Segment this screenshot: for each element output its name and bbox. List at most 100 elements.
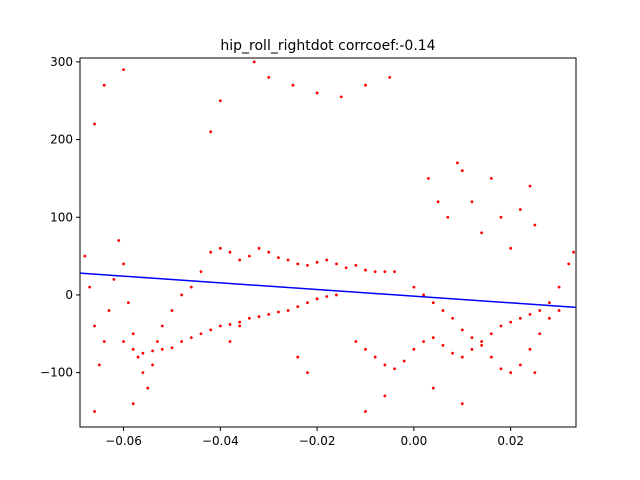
scatter-point — [257, 246, 261, 250]
scatter-point — [480, 344, 484, 347]
scatter-point — [567, 262, 571, 266]
scatter-point — [325, 295, 329, 298]
scatter-point — [431, 301, 435, 305]
scatter-point — [296, 355, 300, 359]
scatter-point — [480, 340, 484, 343]
scatter-point — [470, 336, 474, 340]
scatter-point — [547, 316, 551, 320]
scatter-point — [460, 402, 464, 406]
scatter-point — [572, 250, 575, 254]
x-tick-label: 0.00 — [401, 434, 428, 448]
scatter-point — [528, 347, 532, 351]
scatter-point — [470, 347, 474, 351]
scatter-point — [499, 324, 503, 328]
scatter-point — [480, 231, 484, 235]
scatter-point — [93, 410, 96, 413]
scatter-point — [218, 99, 222, 103]
scatter-point — [446, 215, 450, 219]
scatter-point — [180, 340, 184, 343]
scatter-point — [131, 402, 135, 406]
y-tick-label: −100 — [40, 366, 73, 380]
scatter-point — [277, 256, 280, 260]
y-tick-label: 100 — [50, 210, 73, 224]
scatter-point — [383, 270, 387, 274]
scatter-point — [509, 320, 513, 324]
scatter-point — [112, 278, 116, 281]
scatter-point — [383, 363, 387, 367]
scatter-point — [422, 340, 425, 343]
fit-line-layer — [80, 272, 576, 309]
scatter-point — [499, 215, 503, 219]
scatter-point — [131, 347, 135, 351]
scatter-point — [364, 347, 367, 351]
scatter-point — [383, 394, 387, 398]
scatter-point — [160, 347, 164, 351]
scatter-point — [431, 386, 435, 390]
scatter-point — [315, 91, 319, 95]
scatter-point — [489, 332, 493, 336]
scatter-point — [451, 351, 454, 355]
x-axis: −0.06 −0.04 −0.02 0.00 0.02 — [105, 427, 524, 448]
scatter-point — [354, 264, 358, 267]
scatter-point — [451, 316, 454, 320]
scatter-point — [83, 254, 87, 258]
scatter-point — [518, 208, 522, 211]
scatter-point — [518, 316, 522, 320]
scatter-point — [267, 250, 271, 254]
scatter-point — [102, 83, 106, 87]
scatter-point — [189, 285, 193, 289]
scatter-point — [364, 268, 367, 272]
scatter-point — [431, 336, 435, 340]
scatter-point — [393, 270, 396, 274]
scatter-point — [460, 328, 464, 332]
scatter-point — [518, 363, 522, 367]
scatter-point — [509, 246, 513, 250]
scatter-point — [160, 324, 164, 328]
scatter-point — [122, 340, 125, 343]
scatter-point — [277, 310, 280, 314]
scatter-point — [315, 297, 319, 301]
scatter-point — [97, 363, 101, 367]
scatter-point — [228, 340, 232, 343]
scatter-point — [393, 367, 396, 371]
scatter-point — [335, 293, 338, 297]
scatter-point — [402, 359, 406, 363]
scatter-point — [122, 68, 125, 72]
scatter-point — [117, 239, 121, 242]
scatter-point — [218, 246, 222, 250]
scatter-point — [538, 309, 542, 312]
scatter-point — [557, 285, 561, 289]
scatter-point — [533, 223, 537, 227]
scatter-point — [247, 254, 251, 258]
scatter-point — [509, 371, 513, 375]
scatter-point — [141, 371, 145, 375]
scatter-point — [335, 262, 338, 266]
scatter-point — [547, 301, 551, 305]
scatter-point — [286, 258, 290, 262]
scatter-point — [557, 309, 561, 312]
x-tick-label: 0.02 — [497, 434, 524, 448]
y-tick-label: 300 — [50, 55, 73, 69]
scatter-point — [199, 270, 203, 274]
scatter-point — [102, 340, 106, 343]
scatter-point — [136, 355, 140, 359]
scatter-point — [218, 324, 222, 328]
x-tick-label: −0.04 — [202, 434, 239, 448]
scatter-point — [456, 161, 459, 165]
scatter-point — [489, 355, 493, 359]
scatter-point — [131, 332, 135, 336]
x-tick-label: −0.02 — [299, 434, 336, 448]
scatter-point — [489, 177, 493, 180]
y-tick-label: 200 — [50, 133, 73, 147]
scatter-point — [228, 323, 232, 326]
scatter-point — [209, 328, 213, 332]
chart-title: hip_roll_rightdot corrcoef:-0.14 — [220, 38, 435, 54]
scatter-point — [354, 340, 358, 343]
scatter-point — [199, 332, 203, 336]
scatter-point — [427, 177, 430, 180]
scatter-point — [267, 312, 271, 316]
scatter-point — [209, 250, 213, 254]
x-tick-label: −0.06 — [105, 434, 142, 448]
scatter-point — [538, 332, 542, 336]
